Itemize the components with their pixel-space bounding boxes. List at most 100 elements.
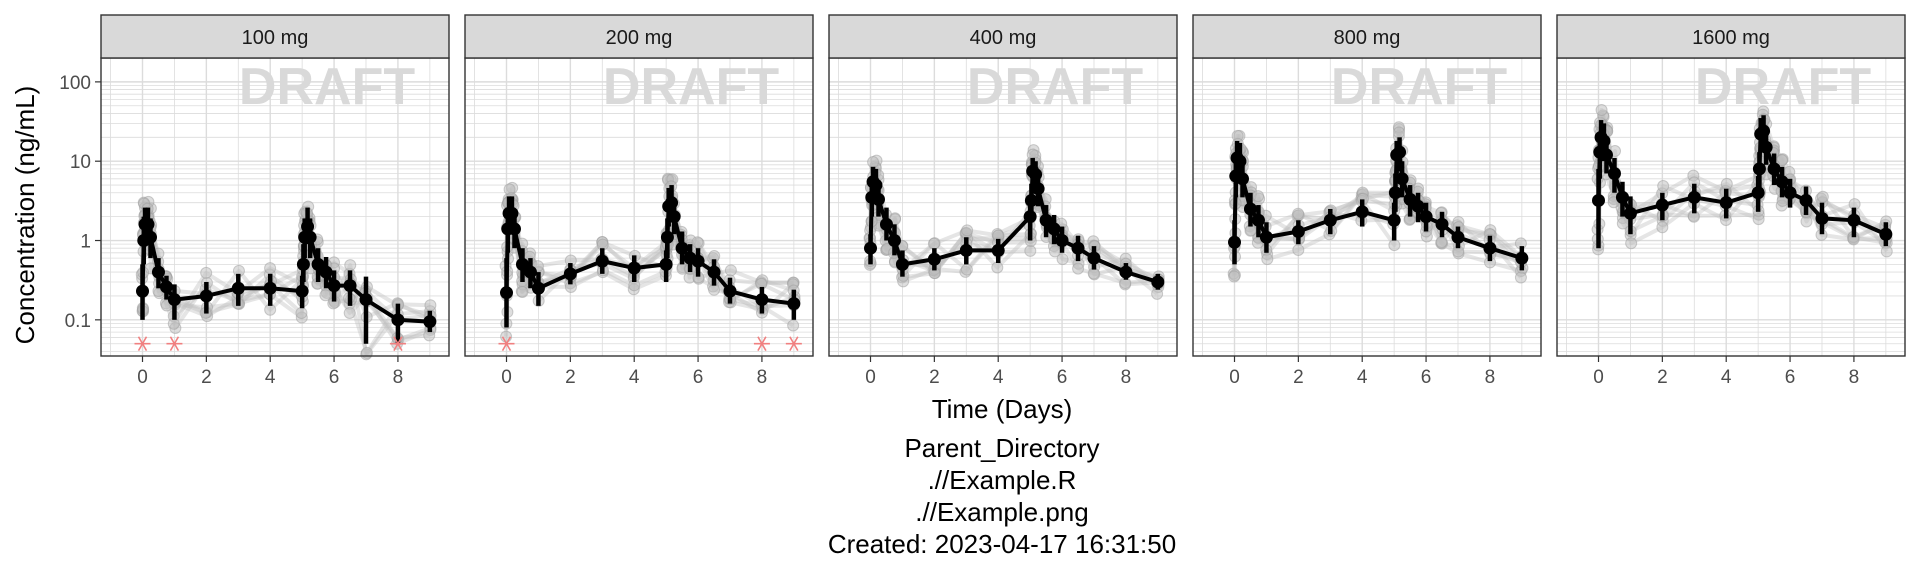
individual-point xyxy=(1087,267,1100,280)
mean-point xyxy=(991,243,1005,257)
x-axis: 0 2 4 6 8 xyxy=(865,356,1131,388)
mean-point xyxy=(1719,196,1733,210)
panel-grid xyxy=(829,57,1177,356)
mean-point xyxy=(1233,154,1247,168)
individual-point xyxy=(319,289,332,302)
draft-watermark: DRAFT xyxy=(239,58,415,116)
facet-panel: DRAFT 1600 mg 0 2 4 6 8 xyxy=(1556,14,1906,388)
mean-point xyxy=(1515,251,1529,265)
x-tick-label: 2 xyxy=(201,367,212,388)
individual-point xyxy=(360,346,373,359)
mean-point xyxy=(1757,124,1771,138)
mean-point xyxy=(301,220,315,234)
mean-point xyxy=(627,261,641,275)
blq-asterisk xyxy=(389,336,406,352)
blq-asterisk xyxy=(134,336,151,352)
mean-point xyxy=(1151,275,1165,289)
facet-strip-label: 1600 mg xyxy=(1692,27,1770,49)
mean-point xyxy=(1055,234,1069,248)
mean-point xyxy=(1607,166,1621,180)
x-tick-label: 6 xyxy=(1421,367,1432,388)
y-tick-label: 1 xyxy=(80,232,91,253)
x-tick-label: 0 xyxy=(865,367,876,388)
x-tick-label: 6 xyxy=(1785,367,1796,388)
blq-asterisk xyxy=(498,336,515,352)
individual-point xyxy=(1388,239,1401,252)
x-tick-label: 0 xyxy=(1229,367,1240,388)
mean-point xyxy=(1419,210,1433,224)
individual-point xyxy=(1657,180,1670,193)
mean-points xyxy=(864,164,1165,289)
individual-point xyxy=(1816,190,1829,203)
mean-point xyxy=(723,284,737,298)
mean-point xyxy=(1243,202,1257,216)
mean-point xyxy=(507,222,521,236)
caption-line-script: .//Example.R xyxy=(928,465,1077,495)
x-tick-label: 4 xyxy=(1721,367,1732,388)
mean-point xyxy=(359,293,373,307)
x-tick-label: 6 xyxy=(329,367,340,388)
x-tick-label: 8 xyxy=(757,367,768,388)
mean-point xyxy=(1291,224,1305,238)
mean-point xyxy=(879,217,893,231)
mean-point xyxy=(1599,148,1613,162)
blq-asterisk-stroke xyxy=(393,336,403,352)
individual-point xyxy=(264,262,277,275)
individual-point xyxy=(1720,177,1733,190)
x-tick-label: 8 xyxy=(1485,367,1496,388)
mean-point xyxy=(707,265,721,279)
facet-strip xyxy=(1192,14,1542,59)
individual-point xyxy=(927,237,940,250)
blq-asterisk-stroke xyxy=(137,336,148,352)
individual-point xyxy=(295,306,308,319)
individual-point xyxy=(1595,104,1608,117)
individual-point xyxy=(264,303,277,316)
mean-point xyxy=(500,286,514,300)
draft-watermark: DRAFT xyxy=(1331,58,1507,116)
individual-point xyxy=(960,263,973,276)
mean-point xyxy=(1435,217,1449,231)
x-tick-label: 6 xyxy=(1057,367,1068,388)
mean-point xyxy=(895,257,909,271)
mean-point xyxy=(1451,230,1465,244)
individual-point xyxy=(1292,243,1305,256)
x-tick-label: 8 xyxy=(1121,367,1132,388)
mean-point xyxy=(1767,162,1781,176)
facet-strip xyxy=(100,14,450,59)
individual-point xyxy=(1435,236,1448,249)
individual-point xyxy=(1056,253,1069,266)
mean-points xyxy=(1228,145,1529,265)
mean-point xyxy=(864,241,878,255)
caption-line-created: Created: 2023-04-17 16:31:50 xyxy=(828,529,1176,559)
blq-markers xyxy=(498,336,802,352)
individual-point xyxy=(1392,126,1405,139)
mean-point xyxy=(1597,134,1611,148)
individual-point xyxy=(1261,253,1274,266)
x-tick-label: 4 xyxy=(629,367,640,388)
blq-asterisk-stroke xyxy=(169,336,180,352)
mean-point xyxy=(869,178,883,192)
mean-point xyxy=(151,265,165,279)
mean-point xyxy=(343,279,357,293)
facet-panel: DRAFT 400 mg 0 2 4 6 8 xyxy=(828,14,1178,388)
individual-point xyxy=(1656,221,1669,234)
mean-point xyxy=(136,284,150,298)
caption: Parent_Directory .//Example.R .//Example… xyxy=(828,433,1176,559)
mean-points xyxy=(136,217,437,329)
blq-asterisk xyxy=(166,336,183,352)
mean-point xyxy=(660,230,674,244)
mean-point xyxy=(531,281,545,295)
individual-point xyxy=(516,286,529,299)
mean-point xyxy=(505,206,519,220)
mean-point xyxy=(1259,230,1273,244)
x-axis: 0 2 4 6 8 xyxy=(137,356,403,388)
individual-point xyxy=(991,261,1004,274)
mean-point xyxy=(1087,251,1101,265)
mean-point xyxy=(1388,186,1402,200)
mean-point xyxy=(887,234,901,248)
x-axis: 0 2 4 6 8 xyxy=(1229,356,1495,388)
mean-point xyxy=(319,265,333,279)
mean-point xyxy=(1039,213,1053,227)
individual-point xyxy=(724,264,737,277)
